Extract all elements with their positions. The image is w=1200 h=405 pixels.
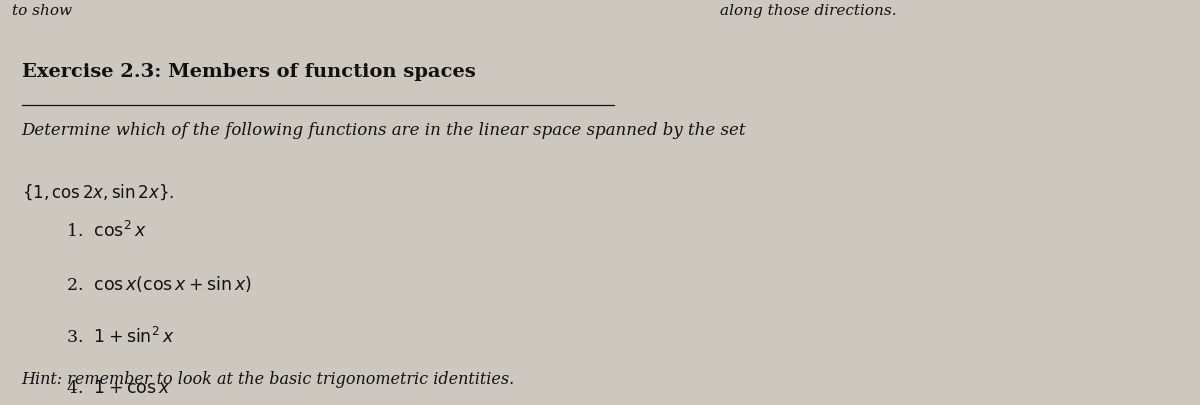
Text: along those directions.: along those directions.	[720, 4, 896, 18]
Text: Hint: remember to look at the basic trigonometric identities.: Hint: remember to look at the basic trig…	[22, 370, 515, 387]
Text: $\{1, \cos 2x, \sin 2x\}.$: $\{1, \cos 2x, \sin 2x\}.$	[22, 182, 174, 202]
Text: Exercise 2.3: Members of function spaces: Exercise 2.3: Members of function spaces	[22, 63, 475, 81]
Text: 3.  $1 + \sin^2 x$: 3. $1 + \sin^2 x$	[66, 326, 174, 346]
Text: 2.  $\cos x(\cos x + \sin x)$: 2. $\cos x(\cos x + \sin x)$	[66, 273, 252, 293]
Text: 4.  $1 + \cos x$: 4. $1 + \cos x$	[66, 379, 170, 396]
Text: 1.  $\cos^2 x$: 1. $\cos^2 x$	[66, 221, 146, 241]
Text: Determine which of the following functions are in the linear space spanned by th: Determine which of the following functio…	[22, 122, 746, 139]
Text: to show: to show	[12, 4, 72, 18]
